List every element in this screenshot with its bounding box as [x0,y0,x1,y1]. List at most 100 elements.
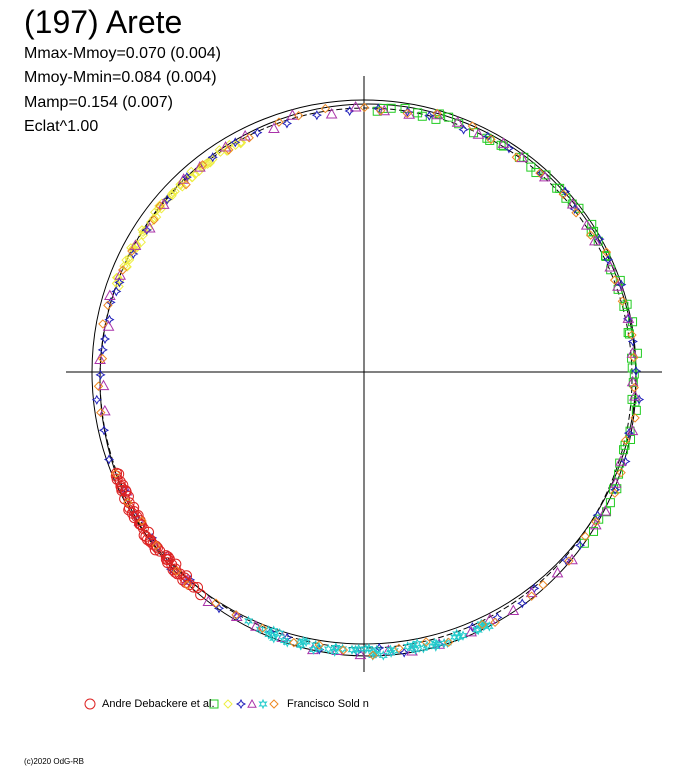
chart-title: (197) Arete [24,4,183,40]
data-point-diamond [119,261,129,271]
data-point-star6 [430,637,440,649]
legend-marker-star4 [235,698,247,710]
data-point-diamond [181,179,191,190]
data-point-diamond [155,201,165,211]
data-point-star6 [301,636,311,648]
data-point-diamond [564,556,574,566]
data-point-star6 [389,645,399,657]
data-point-square [386,103,396,113]
data-point-triangle [566,197,579,209]
data-point-circle [128,505,140,517]
data-point-diamond [118,265,128,275]
data-point-diamond [368,650,378,660]
data-point-diamond [136,237,146,247]
data-point-diamond [630,413,640,423]
data-point-star4 [574,540,586,551]
data-point-diamond [511,152,522,162]
data-point-diamond [490,617,500,628]
data-point-triangle [94,353,106,365]
data-point-star6 [364,643,374,654]
data-point-diamond [421,637,431,647]
data-point-star4 [99,333,111,345]
data-point-diamond [571,208,581,218]
data-point-diamond [172,566,182,576]
data-point-triangle [497,137,510,148]
data-point-diamond [432,108,442,119]
data-point-diamond [177,182,188,192]
data-point-triangle [622,312,635,323]
data-point-star6 [403,641,413,652]
data-point-star6 [452,628,462,640]
stat-eclat: Eclat^1.00 [24,118,99,135]
data-point-star6 [418,643,428,654]
data-point-diamond [149,213,159,223]
data-point-diamond [477,619,488,630]
data-point-star6 [275,627,285,639]
data-point-circle [114,476,126,488]
data-point-circle [123,504,135,516]
data-point-triangle [129,239,142,250]
data-point-diamond [289,637,299,648]
data-point-star6 [331,642,341,653]
data-point-star6 [407,643,418,654]
data-point-star6 [330,646,340,657]
data-point-diamond [139,226,150,236]
data-point-diamond [621,435,631,445]
data-point-circle [192,582,204,594]
data-point-triangle [551,566,564,578]
stat-mmax-mmoy: Mmax-Mmoy=0.070 (0.004) [24,45,221,62]
data-point-star6 [458,630,468,641]
data-point-circle [149,544,161,556]
data-point-triangle [403,108,416,119]
legend-marker-star6 [258,698,268,710]
data-point-square [555,183,565,193]
data-point-triangle [102,320,115,331]
data-point-triangle [194,161,206,172]
data-point-circle [111,473,123,485]
data-point-star4 [517,598,528,609]
legend-label-left: Andre Debackere et al. [102,698,215,710]
data-point-triangle [268,122,280,134]
data-point-star4 [95,369,106,380]
copyright-text: (c)2020 OdG-RB [24,757,85,766]
legend-marker-square [209,699,219,709]
data-point-square [619,301,629,311]
data-point-diamond [617,296,628,306]
data-point-triangle [143,221,156,233]
data-point-star6 [351,644,361,656]
data-point-diamond [580,531,590,542]
data-point-square [589,226,599,236]
data-point-diamond [146,217,156,227]
data-point-star6 [378,650,388,661]
data-point-diamond [293,110,304,121]
data-point-diamond [320,103,331,114]
data-point-triangle [626,347,639,358]
data-point-diamond [629,382,639,393]
stat-mmoy-mmin: Mmoy-Mmin=0.084 (0.004) [24,69,217,86]
data-point-star6 [255,623,265,635]
data-point-star6 [431,638,442,650]
data-point-star6 [439,637,449,649]
data-point-square [631,405,641,415]
data-point-diamond [609,275,620,285]
data-point-star4 [623,428,634,439]
data-point-diamond [110,468,121,479]
data-point-star4 [252,127,263,138]
data-point-diamond [182,580,193,590]
data-point-star6 [361,643,371,655]
data-point-triangle [589,518,602,530]
data-point-triangle [612,280,624,291]
data-point-square [413,108,423,118]
data-point-star4 [602,254,614,265]
data-point-star6 [386,647,396,658]
data-point-diamond [151,540,162,551]
data-point-triangle [580,219,593,230]
data-point-diamond [394,643,404,654]
data-point-square [619,445,629,455]
stat-mamp: Mamp=0.154 (0.007) [24,94,173,111]
data-point-triangle [589,234,601,246]
data-point-diamond [629,352,639,363]
data-point-diamond [97,353,108,364]
data-point-diamond [137,516,147,526]
